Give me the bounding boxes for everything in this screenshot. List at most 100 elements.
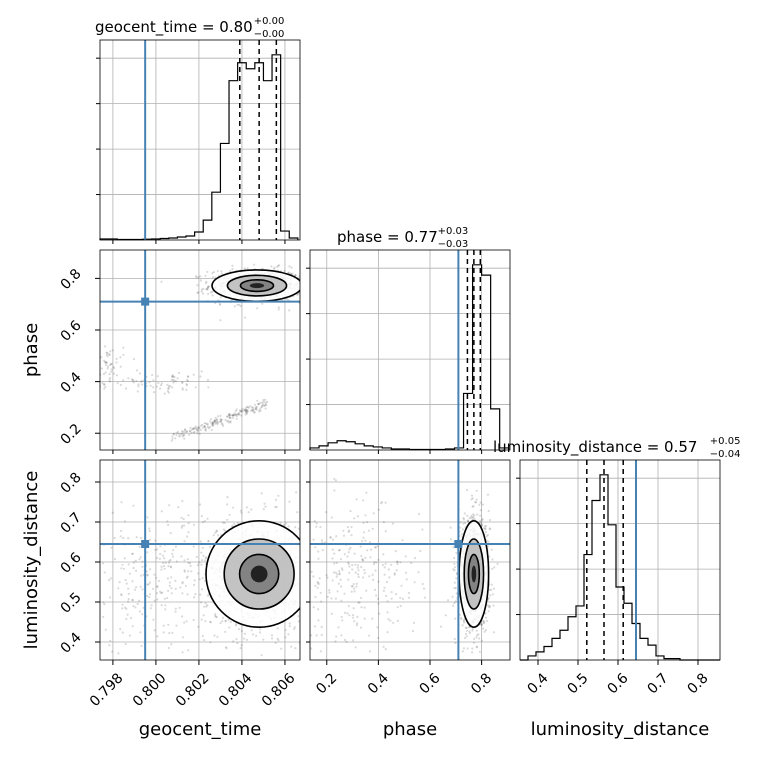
scatter-geocent_time-luminosity_distance-point <box>155 576 158 579</box>
scatter-geocent_time-luminosity_distance-point <box>178 606 181 609</box>
scatter-phase-luminosity_distance-point <box>320 633 323 637</box>
scatter-phase-luminosity_distance-point <box>390 563 393 566</box>
scatter-phase-luminosity_distance-point <box>341 568 344 571</box>
scatter-geocent_time-phase-point <box>227 419 230 422</box>
scatter-geocent_time-phase-point <box>290 266 293 269</box>
scatter-phase-luminosity_distance-point <box>418 512 421 516</box>
scatter-geocent_time-luminosity_distance-point <box>164 561 167 565</box>
scatter-geocent_time-luminosity_distance-point <box>177 665 179 667</box>
scatter-geocent_time-luminosity_distance-point <box>190 570 193 573</box>
scatter-geocent_time-phase-point <box>205 288 208 291</box>
scatter-geocent_time-luminosity_distance-point <box>226 503 229 506</box>
scatter-geocent_time-phase-point <box>108 378 111 381</box>
scatter-phase-luminosity_distance-point <box>490 583 493 586</box>
scatter-phase-luminosity_distance-point <box>472 516 475 519</box>
scatter-geocent_time-phase-point <box>94 360 96 362</box>
scatter-geocent_time-luminosity_distance-point <box>232 506 235 509</box>
scatter-phase-luminosity_distance-point <box>476 513 479 516</box>
scatter-phase-luminosity_distance-point <box>472 505 475 508</box>
scatter-phase-luminosity_distance-point <box>480 623 483 626</box>
scatter-geocent_time-luminosity_distance-point <box>187 522 190 525</box>
scatter-geocent_time-phase-point <box>207 386 210 389</box>
scatter-geocent_time-luminosity_distance-point <box>166 577 169 580</box>
scatter-geocent_time-phase-point <box>258 410 261 413</box>
scatter-geocent_time-phase-point <box>181 435 184 438</box>
scatter-geocent_time-phase-point <box>229 421 232 424</box>
scatter-geocent_time-phase-point <box>227 413 230 416</box>
scatter-geocent_time-phase-point <box>104 363 108 367</box>
ytick-label-luminosity_distance-3: 0.7 <box>58 510 85 537</box>
scatter-geocent_time-phase-point <box>192 373 195 376</box>
scatter-phase-luminosity_distance-point <box>487 540 490 543</box>
scatter-geocent_time-luminosity_distance-point <box>164 604 167 607</box>
scatter-geocent_time-phase-point <box>206 287 209 291</box>
scatter-phase-luminosity_distance-point <box>325 510 328 514</box>
scatter-geocent_time-luminosity_distance-point <box>201 577 204 580</box>
scatter-geocent_time-phase-point <box>91 366 93 368</box>
scatter-phase-luminosity_distance-point <box>490 548 493 551</box>
scatter-geocent_time-phase-point <box>249 405 252 408</box>
scatter-geocent_time-phase-point <box>259 409 262 412</box>
scatter-phase-luminosity_distance-point <box>351 564 354 567</box>
scatter-geocent_time-phase-point <box>294 274 297 277</box>
scatter-phase-luminosity_distance-point <box>359 545 362 548</box>
scatter-geocent_time-luminosity_distance-point <box>200 551 203 554</box>
scatter-phase-luminosity_distance-point <box>395 569 398 572</box>
scatter-geocent_time-luminosity_distance-point <box>146 594 149 598</box>
scatter-phase-luminosity_distance-point <box>465 626 468 630</box>
scatter-geocent_time-luminosity_distance-point <box>94 628 96 630</box>
scatter-geocent_time-phase-point <box>160 382 163 385</box>
scatter-geocent_time-phase-point <box>152 379 155 382</box>
scatter-geocent_time-phase-point <box>160 280 163 283</box>
scatter-phase-luminosity_distance-point <box>377 602 380 605</box>
scatter-geocent_time-luminosity_distance-point <box>188 562 192 565</box>
scatter-geocent_time-luminosity_distance-point <box>205 605 208 608</box>
scatter-geocent_time-phase-point <box>211 421 214 424</box>
scatter-geocent_time-luminosity_distance-point <box>127 537 130 540</box>
scatter-phase-luminosity_distance-point <box>329 536 332 539</box>
scatter-geocent_time-luminosity_distance-point <box>322 576 324 578</box>
scatter-geocent_time-luminosity_distance-point <box>111 511 114 514</box>
scatter-geocent_time-luminosity_distance-point <box>181 581 184 584</box>
scatter-geocent_time-phase-point <box>90 354 92 356</box>
xtick-label-geocent_time-2: 0.802 <box>173 670 213 710</box>
scatter-phase-luminosity_distance-point <box>355 498 358 501</box>
scatter-geocent_time-phase-point <box>177 432 180 436</box>
scatter-phase-luminosity_distance-point <box>383 586 386 589</box>
scatter-geocent_time-luminosity_distance-point <box>134 606 137 609</box>
xlabel-phase: phase <box>383 719 437 740</box>
scatter-geocent_time-luminosity_distance-point <box>121 631 124 634</box>
scatter-geocent_time-luminosity_distance-point <box>152 618 155 621</box>
scatter-phase-luminosity_distance-point <box>338 573 341 576</box>
scatter-phase-luminosity_distance-point <box>492 587 496 590</box>
scatter-geocent_time-phase-point <box>103 383 106 386</box>
scatter-geocent_time-luminosity_distance-point <box>264 505 267 508</box>
scatter-phase-luminosity_distance-point <box>464 521 467 525</box>
scatter-geocent_time-phase-point <box>255 407 258 410</box>
scatter-geocent_time-luminosity_distance-point <box>148 593 151 596</box>
scatter-phase-luminosity_distance-point <box>465 635 468 638</box>
scatter-geocent_time-luminosity_distance-point <box>101 562 105 565</box>
scatter-geocent_time-luminosity_distance-point <box>65 585 67 587</box>
scatter-geocent_time-phase-point <box>103 361 107 364</box>
scatter-geocent_time-luminosity_distance-point <box>128 572 131 575</box>
scatter-geocent_time-luminosity_distance-point <box>201 546 204 549</box>
scatter-geocent_time-phase-point <box>105 361 108 364</box>
scatter-phase-luminosity_distance-point <box>466 647 469 650</box>
scatter-phase-luminosity_distance-point <box>384 530 387 533</box>
scatter-geocent_time-luminosity_distance-point <box>303 562 305 564</box>
title-luminosity_distance-plus: +0.05 <box>710 436 741 447</box>
scatter-geocent_time-luminosity_distance-point <box>163 557 166 560</box>
scatter-geocent_time-luminosity_distance-point <box>313 571 315 573</box>
scatter-geocent_time-phase-point <box>233 412 236 415</box>
scatter-geocent_time-luminosity_distance-point <box>166 520 169 523</box>
scatter-geocent_time-phase-point <box>148 381 151 384</box>
scatter-geocent_time-phase-point <box>278 264 281 267</box>
scatter-phase-luminosity_distance-point <box>486 493 490 496</box>
scatter-phase-luminosity_distance-point <box>321 541 324 544</box>
scatter-geocent_time-phase-point <box>89 376 91 378</box>
scatter-geocent_time-luminosity_distance-point <box>245 506 248 509</box>
scatter-geocent_time-phase-point <box>211 424 214 427</box>
scatter-phase-luminosity_distance-point <box>481 619 484 622</box>
scatter-geocent_time-luminosity_distance-point <box>204 602 207 605</box>
